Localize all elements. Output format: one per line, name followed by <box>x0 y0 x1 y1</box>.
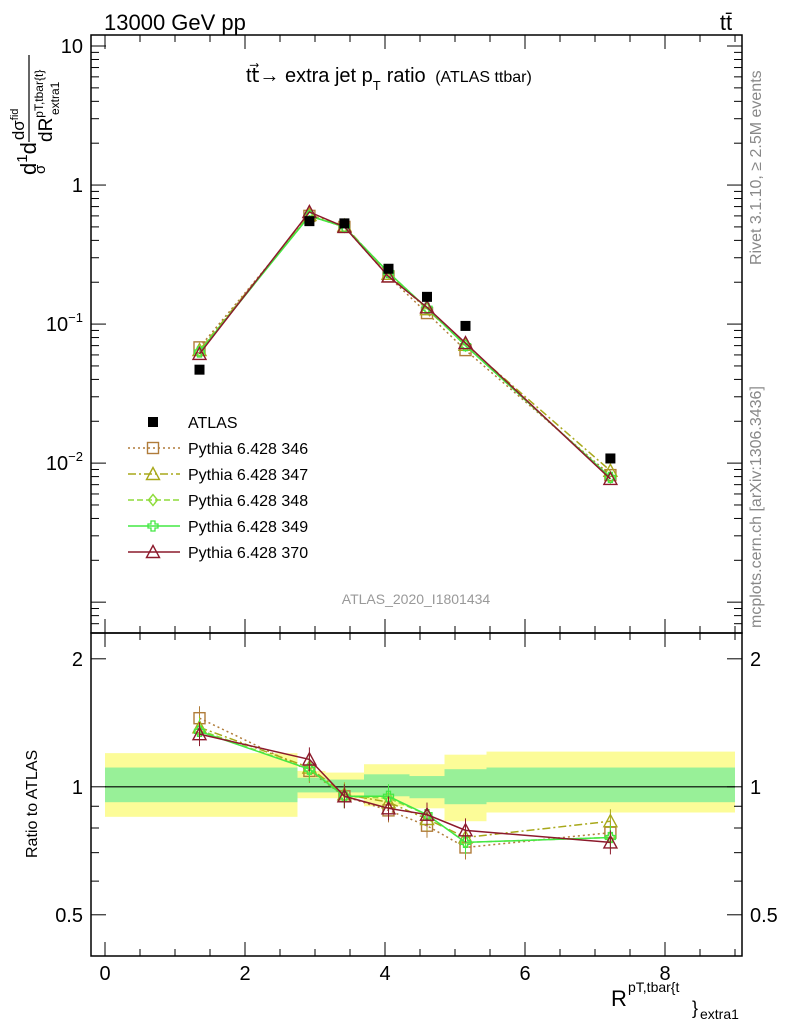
main-series-4-point-6 <box>602 470 619 486</box>
legend: ATLAS Pythia 6.428 346 Pythia 6.428 347 Pyt… <box>128 415 308 562</box>
ratio-series-4-point-5 <box>457 822 474 837</box>
main-series-4-point-4 <box>419 299 435 314</box>
x-tick-label: 8 <box>659 963 670 985</box>
ratio-ytick-label-left: 0.5 <box>55 905 83 927</box>
legend-marker-2 <box>145 466 161 481</box>
ratio-series-3-point-5 <box>459 836 472 849</box>
ratio-series-4-point-3 <box>380 800 397 815</box>
title-tail: ratio <box>387 65 426 87</box>
legend-label-0: ATLAS <box>188 415 238 432</box>
axes: 0 2 4 6 8 10 1 10−1 10−2 2 2 1 1 0.5 0.5 <box>46 34 778 985</box>
ratio-ytick-label-right: 2 <box>750 649 761 671</box>
x-tick-label: 6 <box>519 963 530 985</box>
main-ytick-label: 1 <box>72 175 83 197</box>
title-sub: T <box>373 78 381 93</box>
legend-label-3: Pythia 6.428 348 <box>188 493 308 510</box>
main-series-line-4 <box>198 211 611 480</box>
legend-label-1: Pythia 6.428 346 <box>188 441 308 458</box>
x-tick-label: 0 <box>99 963 110 985</box>
ratio-series-4-point-0 <box>191 726 208 741</box>
svg-text:d1ddσfid: d1ddσfid <box>9 109 41 175</box>
rivet-version-label: Rivet 3.1.10, ≥ 2.5M events <box>748 70 765 265</box>
main-frame <box>90 34 743 634</box>
svg-text:}: } <box>692 998 698 1018</box>
main-series-line-1 <box>198 214 611 472</box>
ratio-series-3-point-1 <box>303 763 316 775</box>
ratio-series-3-point-0 <box>193 725 206 738</box>
legend-marker-5 <box>145 544 161 559</box>
ratio-series-3-point-3 <box>382 790 395 802</box>
ratio-series-3-point-6 <box>604 831 617 844</box>
analysis-label: ATLAS_2020_I1801434 <box>342 591 491 607</box>
ratio-series-4-point-4 <box>419 806 435 821</box>
main-data-points <box>194 216 616 464</box>
svg-text:extra1: extra1 <box>700 1006 739 1022</box>
ratio-ytick-label-left: 1 <box>72 777 83 799</box>
ratio-series-4-point-1 <box>301 751 318 766</box>
svg-text:R: R <box>611 986 627 1011</box>
ratio-ytick-label-right: 0.5 <box>750 905 778 927</box>
data-point-1 <box>304 216 315 227</box>
legend-label-5: Pythia 6.428 370 <box>188 545 308 562</box>
main-series-line-3 <box>198 215 611 478</box>
plot-title: tt⃗→ extra jet pT ratio (ATLAS ttbar) <box>246 62 532 93</box>
legend-label-2: Pythia 6.428 347 <box>188 467 308 484</box>
legend-marker-1 <box>146 441 160 455</box>
title-small: (ATLAS ttbar) <box>435 69 532 86</box>
data-point-2 <box>339 218 350 229</box>
svg-text:extra1: extra1 <box>48 81 62 115</box>
ratio-ytick-label-right: 1 <box>750 777 761 799</box>
main-ylabel: d1ddσfid σ dRpT,tbar{t} extra1 <box>9 55 62 175</box>
x-tick-label: 2 <box>239 963 250 985</box>
main-series-line-0 <box>198 215 611 476</box>
ratio-frame <box>90 632 743 957</box>
legend-marker-4 <box>147 520 159 532</box>
data-point-3 <box>383 263 394 274</box>
main-series-4-point-3 <box>380 268 397 283</box>
svg-text:dRpT,tbar{t}: dRpT,tbar{t} <box>32 70 57 142</box>
ratio-ylabel: Ratio to ATLAS <box>24 750 41 858</box>
legend-marker-data <box>148 417 158 427</box>
ratio-uncertainty-bands <box>105 751 735 822</box>
data-point-4 <box>422 291 432 302</box>
main-series-4-point-5 <box>457 335 474 350</box>
header-energy-label: 13000 GeV pp <box>104 10 246 35</box>
main-mc-lines <box>191 204 619 486</box>
band-inner-0 <box>105 767 298 803</box>
svg-text:pT,tbar{t: pT,tbar{t <box>628 979 679 995</box>
ratio-ytick-label-left: 2 <box>72 649 83 671</box>
header-process-label: tt̄ <box>720 10 732 35</box>
main-ytick-label: 10−1 <box>46 310 83 336</box>
main-series-1-point-6 <box>602 462 619 478</box>
mcplots-label: mcplots.cern.ch [arXiv:1306.3436] <box>748 386 765 628</box>
legend-marker-3 <box>147 493 159 507</box>
data-point-6 <box>605 453 616 464</box>
x-axis-label: R pT,tbar{t } extra1 <box>611 979 739 1022</box>
main-ytick-label: 10 <box>61 36 83 58</box>
data-point-5 <box>460 320 471 331</box>
main-series-4-point-0 <box>191 345 208 361</box>
band-inner-1 <box>297 777 326 793</box>
band-inner-3 <box>364 774 410 797</box>
ratio-series-4-point-2 <box>336 788 353 803</box>
x-tick-label: 4 <box>379 963 390 985</box>
main-ytick-label: 10−2 <box>46 449 83 475</box>
svg-text:σ: σ <box>32 164 49 174</box>
main-series-3-point-5 <box>459 339 472 352</box>
band-inner-6 <box>486 767 735 803</box>
ratio-series-4-point-6 <box>602 834 619 849</box>
data-point-0 <box>194 364 205 375</box>
title-main: tt⃗→ extra jet p <box>246 62 373 87</box>
ratio-mc-lines <box>191 706 619 860</box>
legend-label-4: Pythia 6.428 349 <box>188 519 308 536</box>
main-series-line-2 <box>198 215 611 478</box>
